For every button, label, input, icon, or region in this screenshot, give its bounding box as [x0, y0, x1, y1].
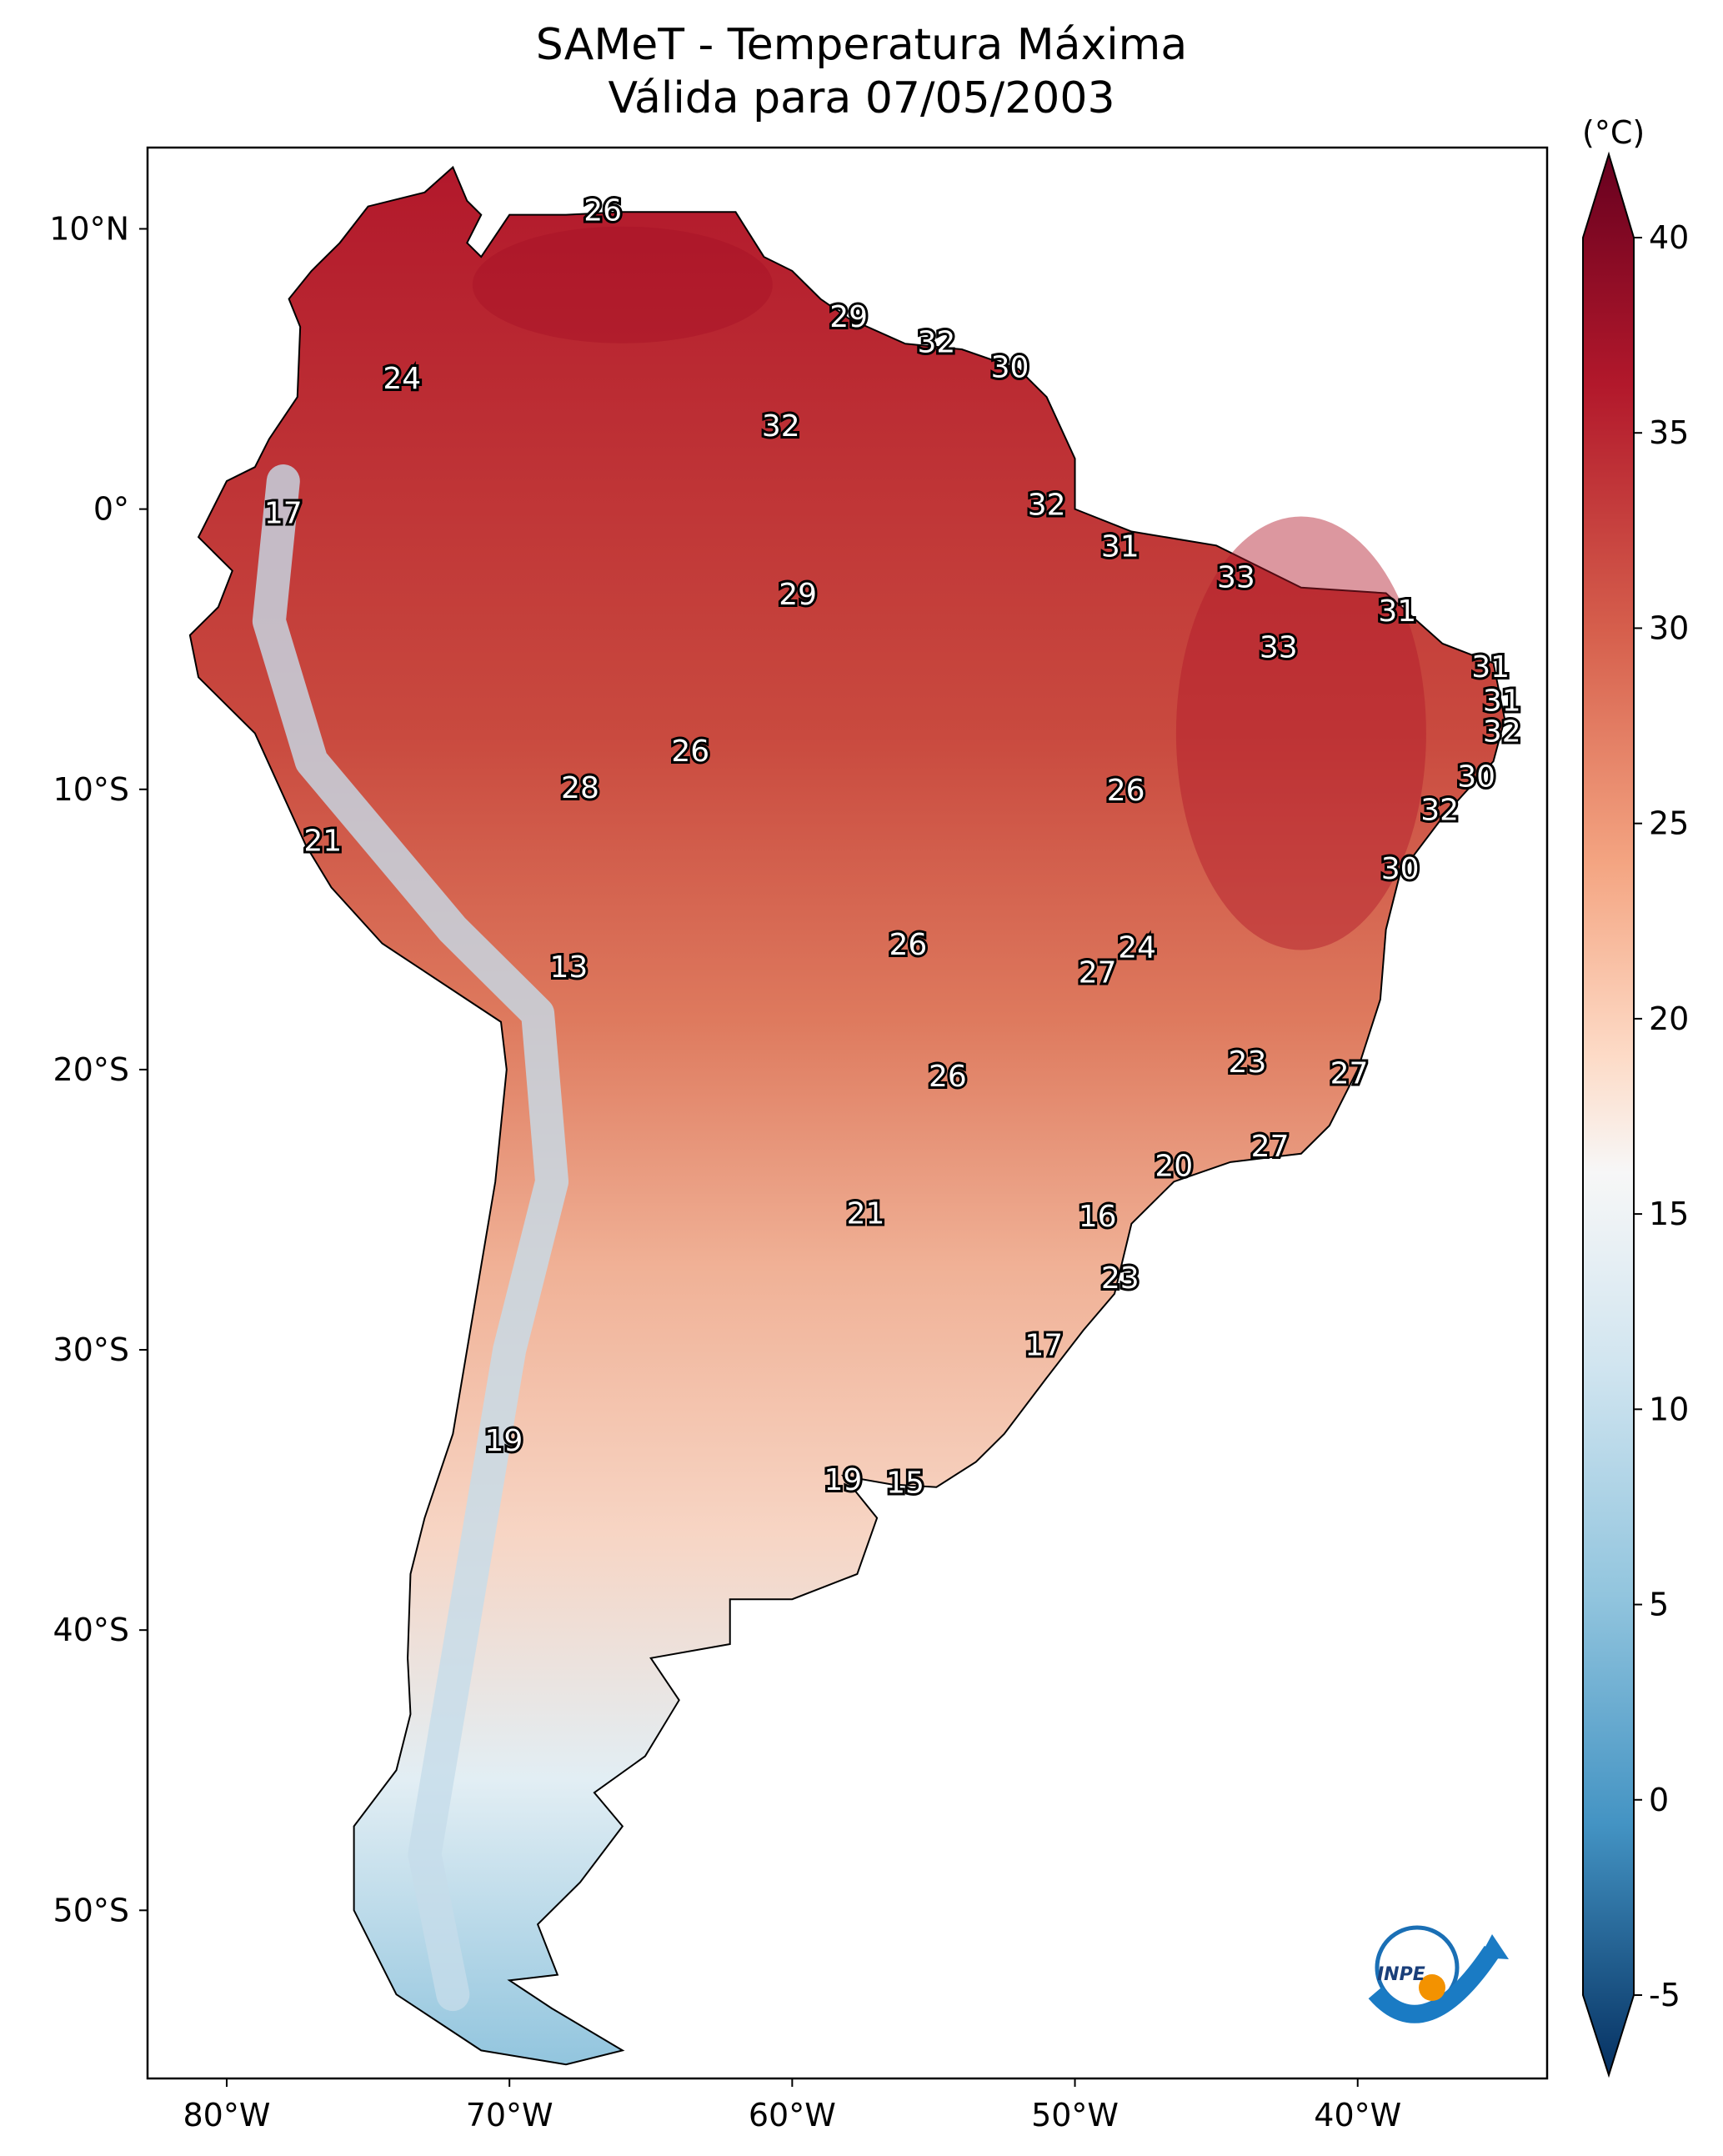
chart-title: SAMeT - Temperatura Máxima Válida para 0…: [0, 18, 1723, 125]
temperature-label: 24: [383, 362, 421, 396]
colorbar-tick-label: 35: [1649, 414, 1689, 451]
y-tick-label: 10°N: [49, 210, 129, 247]
land-layer: [188, 165, 1506, 2066]
temperature-label: 27: [1251, 1130, 1290, 1164]
temperature-label: 29: [829, 300, 868, 334]
temperature-label: 26: [889, 928, 928, 962]
temperature-label: 30: [1457, 760, 1495, 794]
title-line: SAMeT - Temperatura Máxima: [535, 20, 1188, 70]
y-tick-label: 10°S: [53, 771, 129, 808]
y-tick-label: 50°S: [53, 1892, 129, 1928]
temperature-label: 19: [484, 1424, 523, 1458]
colorbar-tick-label: 30: [1649, 609, 1689, 646]
colorbar: (°C) 40 35 30 25 20 15 10 5 0 -5: [1582, 114, 1689, 2078]
temperature-label: 24: [1118, 930, 1156, 965]
temperature-label: 15: [886, 1466, 924, 1500]
y-tick-label: 40°S: [53, 1612, 129, 1648]
temperature-label: 26: [671, 735, 709, 769]
temperature-label: 26: [584, 193, 622, 228]
temperature-label: 20: [1155, 1150, 1193, 1184]
temperature-label: 16: [1079, 1200, 1117, 1234]
temperature-label: 31: [1378, 594, 1416, 629]
temperature-label: 32: [917, 325, 955, 359]
temperature-label: 13: [549, 950, 588, 985]
colorbar-tick-label: 5: [1649, 1587, 1669, 1623]
south-america-landmass: [188, 165, 1506, 2066]
temperature-label: 17: [1024, 1329, 1063, 1363]
temperature-label: 27: [1330, 1057, 1369, 1091]
temperature-label: 33: [1260, 631, 1298, 665]
x-tick-label: 50°W: [1031, 2097, 1119, 2133]
svg-text:INPE: INPE: [1377, 1964, 1425, 1985]
temperature-label: 26: [1107, 774, 1145, 808]
temperature-label: 32: [1420, 794, 1459, 828]
colorbar-label: (°C): [1582, 114, 1645, 151]
temperature-label: 30: [991, 351, 1029, 385]
venezuela-hot-region: [472, 226, 773, 343]
temperature-label: 30: [1381, 852, 1420, 886]
colorbar-tick-label: -5: [1649, 1977, 1680, 2013]
temperature-label: 31: [1483, 684, 1521, 719]
map-frame: [146, 146, 1549, 2080]
temperature-label: 33: [1217, 561, 1255, 595]
y-tick-label: 20°S: [53, 1051, 129, 1088]
inpe-logo: INPE: [1368, 1925, 1509, 2023]
temperature-label: 32: [1483, 715, 1521, 750]
temperature-label: 17: [264, 496, 303, 530]
x-tick-label: 70°W: [466, 2097, 553, 2133]
colorbar-bar: [1582, 151, 1635, 2078]
temperature-label: 32: [762, 409, 800, 444]
temperature-label: 32: [1028, 488, 1066, 522]
temperature-label: 29: [779, 578, 817, 612]
temperature-label: 19: [824, 1463, 863, 1497]
temperature-label: 23: [1229, 1045, 1267, 1080]
temperature-label: 26: [929, 1060, 967, 1094]
x-tick-label: 60°W: [749, 2097, 836, 2133]
northeast-hot-region: [1175, 516, 1426, 950]
temperature-label: 21: [847, 1197, 885, 1231]
x-tick-label: 80°W: [183, 2097, 271, 2133]
temperature-label: 23: [1101, 1261, 1139, 1296]
y-tick-label: 30°S: [53, 1331, 129, 1368]
andes-cool-band: [252, 464, 569, 2012]
axes: 80°W 70°W 60°W 50°W 40°W 10°N 0° 10°S 20°S 30°S 40…: [49, 210, 1401, 2133]
temperature-label: 28: [561, 771, 599, 805]
colorbar-tick-label: 10: [1649, 1391, 1689, 1427]
temperature-label: 27: [1079, 956, 1117, 990]
temperature-label: 31: [1471, 650, 1510, 684]
colorbar-tick-label: 40: [1649, 219, 1689, 256]
temperature-label: 31: [1101, 530, 1139, 564]
y-tick-label: 0°: [93, 491, 129, 528]
colorbar-tick-label: 20: [1649, 1000, 1689, 1037]
colorbar-tick-label: 0: [1649, 1782, 1669, 1818]
x-tick-label: 40°W: [1314, 2097, 1401, 2133]
colorbar-tick-label: 25: [1649, 805, 1689, 842]
temperature-label: 21: [303, 825, 342, 859]
subtitle-line: Válida para 07/05/2003: [608, 73, 1115, 123]
colorbar-tick-label: 15: [1649, 1196, 1689, 1232]
